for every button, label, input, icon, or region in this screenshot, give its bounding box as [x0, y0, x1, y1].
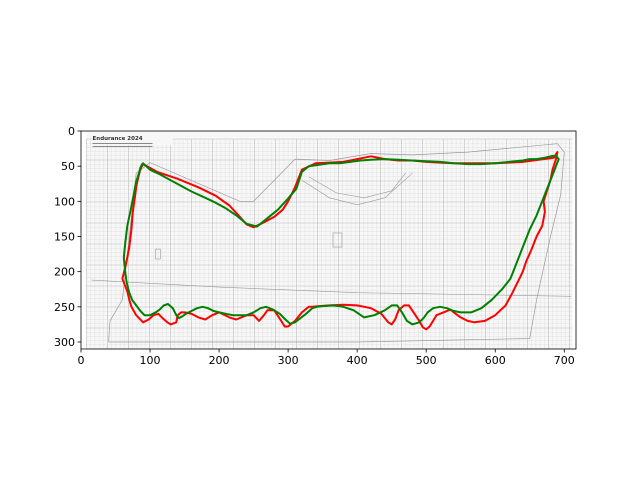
x-tick-label: 500	[416, 354, 437, 367]
map-title: Endurance 2024	[93, 136, 143, 142]
y-tick-label: 250	[54, 301, 75, 314]
x-tick-label: 600	[485, 354, 506, 367]
x-tick-label: 700	[554, 354, 575, 367]
x-tick-label: 200	[209, 354, 230, 367]
y-tick-label: 0	[68, 125, 75, 138]
map-note-line	[93, 143, 153, 144]
y-tick-label: 200	[54, 266, 75, 279]
y-tick-label: 300	[54, 336, 75, 349]
plot-area: Endurance 2024 0 100 200 300 400 500 600 700 0 5…	[54, 125, 576, 367]
x-tick-label: 300	[278, 354, 299, 367]
y-tick-label: 50	[61, 160, 75, 173]
y-tick-label: 100	[54, 195, 75, 208]
x-tick-label: 0	[78, 354, 85, 367]
x-tick-label: 100	[140, 354, 161, 367]
y-tick-label: 150	[54, 230, 75, 243]
x-tick-label: 400	[347, 354, 368, 367]
map-note-line	[93, 146, 153, 147]
